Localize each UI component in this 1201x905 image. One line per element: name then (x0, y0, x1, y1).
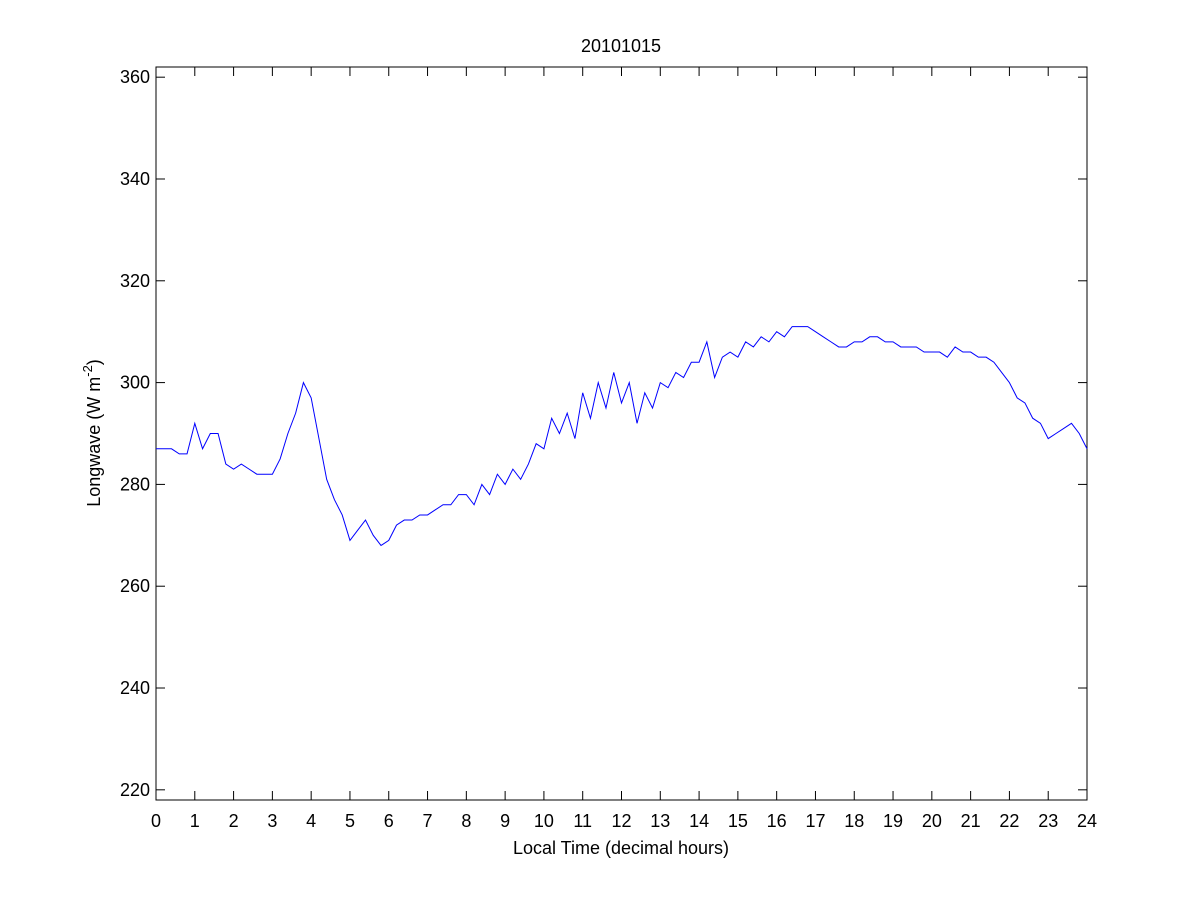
y-tick-label: 300 (120, 373, 150, 393)
x-tick-label: 6 (384, 811, 394, 831)
x-tick-label: 21 (961, 811, 981, 831)
x-tick-label: 7 (423, 811, 433, 831)
x-tick-label: 13 (650, 811, 670, 831)
data-line (156, 326, 1088, 547)
y-tick-label: 280 (120, 474, 150, 494)
x-tick-label: 14 (689, 811, 709, 831)
y-tick-label: 360 (120, 67, 150, 87)
x-tick-label: 3 (267, 811, 277, 831)
x-tick-label: 1 (190, 811, 200, 831)
chart-title: 20101015 (581, 36, 661, 56)
y-tick-label: 320 (120, 271, 150, 291)
x-tick-label: 24 (1077, 811, 1097, 831)
y-tick-label: 340 (120, 169, 150, 189)
x-tick-label: 19 (883, 811, 903, 831)
y-tick-label: 220 (120, 780, 150, 800)
x-tick-label: 11 (573, 811, 592, 831)
y-axis-label-sup: -2 (80, 365, 95, 377)
x-tick-label: 22 (999, 811, 1019, 831)
x-tick-label: 12 (611, 811, 631, 831)
x-tick-label: 4 (306, 811, 316, 831)
x-tick-label: 20 (922, 811, 942, 831)
x-tick-label: 9 (500, 811, 510, 831)
x-axis-label: Local Time (decimal hours) (513, 838, 729, 858)
x-tick-label: 15 (728, 811, 748, 831)
x-tick-label: 0 (151, 811, 161, 831)
y-axis-label-end: ) (84, 359, 104, 365)
y-axis-label-main: Longwave (W m (84, 377, 104, 507)
x-tick-label: 10 (534, 811, 554, 831)
x-tick-label: 16 (767, 811, 787, 831)
x-tick-label: 2 (229, 811, 239, 831)
y-tick-label: 260 (120, 576, 150, 596)
x-tick-label: 8 (461, 811, 471, 831)
x-tick-label: 18 (844, 811, 864, 831)
x-tick-label: 5 (345, 811, 355, 831)
y-axis-label: Longwave (W m-2) (80, 359, 104, 507)
y-tick-label: 240 (120, 678, 150, 698)
x-tick-label: 23 (1038, 811, 1058, 831)
x-tick-label: 17 (805, 811, 825, 831)
